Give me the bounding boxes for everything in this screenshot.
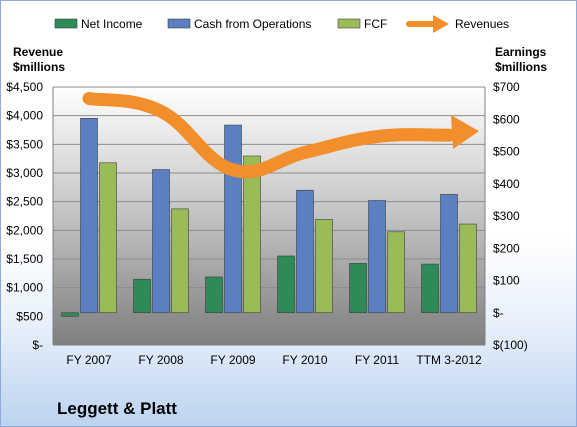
fcf-bar (315, 219, 333, 314)
right-tick-label: $200 (493, 241, 520, 255)
left-tick-label: $2,000 (6, 223, 43, 237)
right-tick-label: $600 (493, 112, 520, 126)
revenues-arrowhead (451, 115, 479, 150)
cash-from-operations-legend-label: Cash from Operations (194, 17, 311, 31)
left-tick-label: $4,500 (6, 80, 43, 94)
right-axis-title-line2: $millions (495, 60, 547, 74)
left-tick-label: $3,500 (6, 137, 43, 151)
net-income-bar (133, 278, 151, 314)
left-tick-label: $3,000 (6, 166, 43, 180)
left-tick-label: $1,500 (6, 252, 43, 266)
right-tick-label: $400 (493, 177, 520, 191)
right-tick-label: $(100) (493, 338, 528, 352)
left-tick-label: $500 (16, 309, 43, 323)
right-tick-label: $- (493, 306, 504, 320)
x-tick-label: TTM 3-2012 (416, 353, 482, 367)
cash-from-operations-bar (152, 169, 170, 314)
fcf-legend-swatch (337, 18, 361, 29)
right-tick-label: $300 (493, 209, 520, 223)
plot-area (53, 87, 485, 345)
x-tick-label: FY 2009 (210, 353, 255, 367)
right-axis-title-line1: Earnings (495, 45, 547, 59)
net-income-legend-swatch (54, 18, 78, 29)
left-tick-label: $1,000 (6, 281, 43, 295)
cash-from-operations-bar (368, 200, 386, 314)
fcf-legend-label: FCF (364, 17, 387, 31)
left-axis-title-line2: $millions (13, 60, 65, 74)
x-tick-label: FY 2007 (66, 353, 111, 367)
right-tick-label: $100 (493, 274, 520, 288)
x-tick-label: FY 2010 (282, 353, 327, 367)
cash-from-operations-bar (440, 194, 458, 314)
left-tick-label: $- (32, 338, 43, 352)
revenues-line (82, 91, 456, 179)
net-income-bar (61, 312, 79, 317)
right-tick-label: $700 (493, 80, 520, 94)
revenues-legend-arrow (433, 15, 449, 33)
fcf-bar (459, 223, 477, 314)
net-income-legend-label: Net Income (81, 17, 143, 31)
net-income-bar (277, 255, 295, 314)
cash-from-operations-bar (224, 124, 242, 314)
left-tick-label: $4,000 (6, 109, 43, 123)
cash-from-operations-bar (296, 189, 314, 314)
net-income-bar (349, 263, 367, 314)
cash-from-operations-legend-swatch (167, 18, 191, 29)
net-income-bar (421, 263, 439, 314)
left-tick-label: $2,500 (6, 195, 43, 209)
fcf-bar (171, 208, 189, 314)
x-tick-label: FY 2011 (355, 353, 400, 367)
fcf-bar (99, 162, 117, 314)
fcf-bar (387, 231, 405, 314)
right-tick-label: $500 (493, 145, 520, 159)
left-axis-title-line1: Revenue (13, 45, 63, 59)
revenues-legend-label: Revenues (455, 17, 509, 31)
net-income-bar (205, 276, 223, 314)
x-tick-label: FY 2008 (138, 353, 183, 367)
cash-from-operations-bar (80, 117, 98, 314)
fcf-bar (243, 155, 261, 314)
company-name: Leggett & Platt (57, 399, 177, 418)
